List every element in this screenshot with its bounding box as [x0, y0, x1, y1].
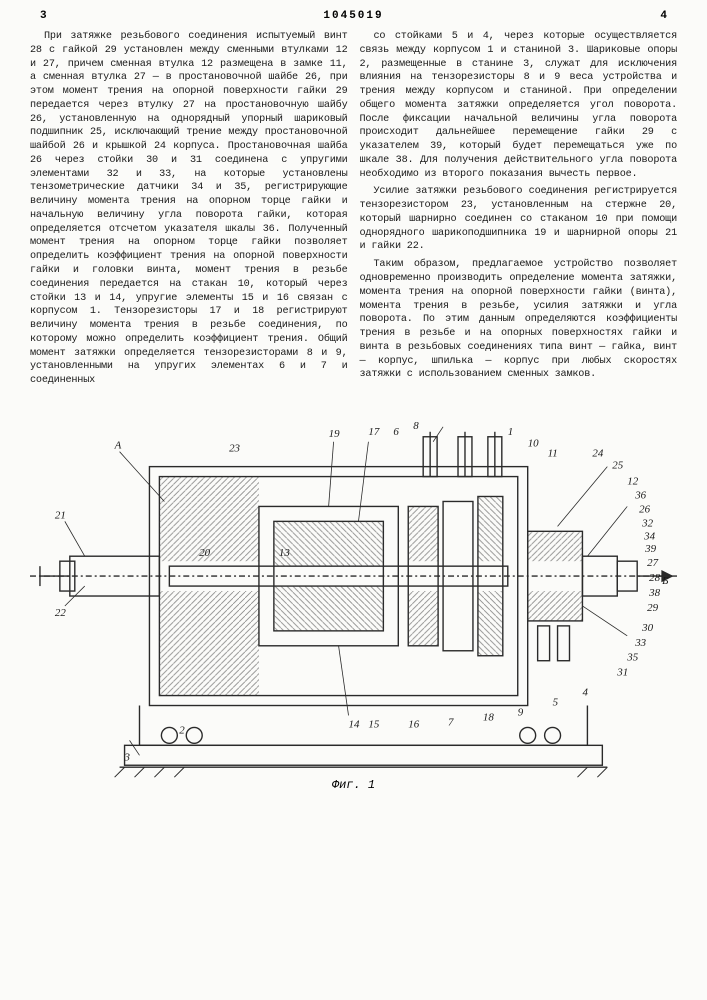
label-26: 26: [639, 503, 650, 515]
label-17: 17: [368, 426, 379, 438]
label-23: 23: [229, 443, 240, 455]
label-9: 9: [518, 706, 524, 718]
right-paragraph-1: со стойками 5 и 4, через которые осущест…: [360, 30, 678, 181]
label-28: 28: [649, 572, 660, 584]
left-column: При затяжке резьбового соединения испыту…: [30, 30, 348, 392]
label-35: 35: [626, 652, 638, 664]
label-11: 11: [548, 448, 558, 460]
label-24: 24: [592, 448, 603, 460]
label-2: 2: [179, 724, 185, 736]
label-34: 34: [643, 530, 655, 542]
label-39: 39: [644, 543, 656, 555]
label-B: Б: [661, 575, 669, 587]
label-3: 3: [124, 751, 131, 763]
label-21: 21: [55, 509, 66, 521]
label-16: 16: [408, 718, 419, 730]
label-12: 12: [627, 475, 638, 487]
label-6: 6: [393, 426, 399, 438]
right-column: со стойками 5 и 4, через которые осущест…: [360, 30, 678, 392]
label-15: 15: [368, 718, 379, 730]
right-paragraph-3: Таким образом, предлагаемое устройство п…: [360, 258, 678, 382]
page-number-right: 4: [660, 10, 667, 22]
label-27: 27: [647, 557, 658, 569]
label-31: 31: [616, 667, 628, 679]
label-4: 4: [582, 686, 588, 698]
label-29: 29: [647, 602, 658, 614]
figure-1: А 21 22 20 13 19 23 6 17 8 1 10 11 24 25…: [30, 406, 677, 796]
technical-drawing: А 21 22 20 13 19 23 6 17 8 1 10 11 24 25…: [30, 406, 677, 796]
label-5: 5: [553, 696, 559, 708]
page-header: 3 1045019 4: [30, 10, 677, 22]
label-30: 30: [641, 622, 653, 634]
figure-caption: Фиг. 1: [332, 778, 375, 792]
label-7: 7: [448, 716, 454, 728]
document-number: 1045019: [47, 10, 661, 22]
label-25: 25: [612, 460, 623, 472]
page-number-left: 3: [40, 10, 47, 22]
text-columns: При затяжке резьбового соединения испыту…: [30, 30, 677, 392]
label-14: 14: [349, 718, 360, 730]
right-paragraph-2: Усилие затяжки резьбового соединения рег…: [360, 185, 678, 254]
label-20: 20: [199, 547, 210, 559]
left-paragraph-1: При затяжке резьбового соединения испыту…: [30, 30, 348, 388]
label-A: А: [114, 440, 122, 452]
label-10: 10: [528, 438, 539, 450]
label-19: 19: [329, 428, 340, 440]
label-18: 18: [483, 711, 494, 723]
label-8: 8: [413, 420, 419, 432]
label-36: 36: [634, 489, 646, 501]
label-13: 13: [279, 547, 290, 559]
label-38: 38: [648, 587, 660, 599]
label-33: 33: [634, 637, 646, 649]
label-1: 1: [508, 426, 513, 438]
label-32: 32: [641, 517, 653, 529]
label-22: 22: [55, 607, 66, 619]
